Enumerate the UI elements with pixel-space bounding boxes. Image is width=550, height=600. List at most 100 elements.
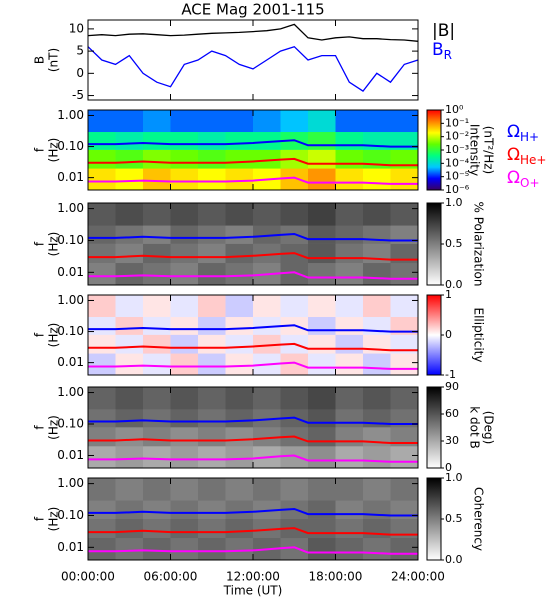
- spectrogram-cell: [170, 316, 199, 335]
- gyrofrequency-line: [88, 546, 418, 555]
- spectrogram-cell: [143, 408, 171, 428]
- spectrogram-cell: [253, 518, 281, 539]
- spectrogram-cell: [115, 387, 144, 410]
- y-axis-label: f: [33, 516, 47, 521]
- spectrogram-cell: [115, 131, 144, 150]
- y-tick-label: 1.00: [57, 108, 84, 122]
- spectrogram-cell: [115, 295, 144, 318]
- spectrogram-cell: [253, 149, 281, 169]
- colorbar-tick-label: 1: [445, 288, 452, 301]
- spectrogram-cell: [335, 446, 364, 469]
- spectrogram-cell: [198, 168, 226, 191]
- spectrogram-cell: [390, 168, 419, 191]
- spectrogram-cell: [280, 110, 309, 133]
- spectrogram-cell: [308, 203, 336, 226]
- colorbar-tick-label: 10⁻⁴: [445, 156, 470, 169]
- spectrogram-cell: [253, 500, 281, 519]
- colorbar-tick-label: 0.0: [445, 553, 463, 566]
- spectrogram-cell: [88, 500, 116, 519]
- spectrogram-cell: [198, 408, 226, 428]
- y-tick-label: 5: [76, 44, 84, 58]
- spectrogram-cell: [143, 243, 171, 264]
- x-tick-label: 24:00:00: [391, 570, 445, 584]
- series-line: [87, 23, 419, 42]
- spectrogram-cell: [335, 537, 364, 561]
- spectrogram-cell: [115, 427, 144, 447]
- spectrogram-cell: [390, 149, 419, 169]
- spectrogram-cell: [143, 149, 171, 169]
- spectrogram-cell: [390, 353, 419, 376]
- spectrogram-cell: [115, 500, 144, 519]
- spectrogram-cell: [170, 408, 199, 428]
- y-tick-label: 0.10: [57, 417, 84, 431]
- spectrogram-cell: [335, 518, 364, 539]
- spectrogram-cell: [280, 203, 309, 226]
- colorbar-tick-label: 10⁻⁶: [445, 183, 470, 196]
- spectrogram-cell: [143, 203, 171, 226]
- y-axis-label: (nT): [47, 48, 61, 72]
- spectrogram-cell: [170, 518, 199, 539]
- gyrofrequency-line: [88, 454, 418, 463]
- spectrogram-cell: [390, 131, 419, 150]
- spectrogram-cell: [390, 387, 419, 410]
- spectrogram-cell: [198, 225, 226, 244]
- spectrogram-cell: [335, 225, 364, 244]
- colorbar-tick-label: 30: [445, 434, 459, 447]
- colorbar-tick-label: 10⁰: [445, 103, 464, 116]
- colorbar-tick-label: 0: [445, 461, 452, 474]
- colorbar: [426, 477, 442, 561]
- spectrogram-cell: [308, 353, 336, 376]
- spectrogram-cell: [280, 478, 309, 501]
- y-axis-label: (Hz): [47, 507, 61, 532]
- legend-label: ΩHe+: [507, 145, 546, 167]
- spectrogram-cell: [170, 353, 199, 376]
- colorbar-label: % Polarization: [472, 202, 486, 287]
- gyrofrequency-line: [88, 324, 418, 333]
- legend-subscript: H+: [520, 130, 539, 144]
- spectrogram-cell: [88, 334, 116, 354]
- spectrogram-cell: [88, 427, 116, 447]
- spectrogram-cell: [280, 353, 309, 376]
- gyrofrequency-line: [88, 416, 418, 425]
- spectrogram-cell: [198, 537, 226, 561]
- spectrogram-cell: [335, 387, 364, 410]
- spectrogram-cell: [390, 537, 419, 561]
- spectrogram-cell: [225, 500, 254, 519]
- plot-frame: [87, 202, 419, 286]
- spectrogram-cell: [253, 131, 281, 150]
- spectrogram-cell: [198, 316, 226, 335]
- colorbar-tick-label: 10⁻¹: [445, 116, 469, 129]
- spectrogram-cell: [88, 387, 116, 410]
- spectrogram-cell: [115, 446, 144, 469]
- colorbar: [426, 202, 442, 286]
- spectrogram-cell: [88, 316, 116, 335]
- y-axis-label: f: [33, 425, 47, 430]
- plot-frame: [87, 294, 419, 376]
- colorbar-tick-label: 0.5: [445, 237, 463, 250]
- spectrogram-cell: [308, 387, 336, 410]
- spectrogram-cell: [88, 353, 116, 376]
- spectrogram-cell: [335, 427, 364, 447]
- colorbar-tick-label: 10⁻³: [445, 143, 469, 156]
- spectrogram-cell: [170, 262, 199, 286]
- y-tick-label: 0.10: [57, 508, 84, 522]
- spectrogram-cell: [88, 408, 116, 428]
- gyrofrequency-line: [88, 342, 418, 352]
- spectrogram-cell: [198, 131, 226, 150]
- spectrogram-cell: [115, 334, 144, 354]
- spectrogram-cell: [335, 168, 364, 191]
- colorbar-tick-label: 10⁻²: [445, 130, 469, 143]
- y-axis-label: f: [33, 332, 47, 337]
- y-tick-label: 0.10: [57, 233, 84, 247]
- spectrogram-cell: [143, 168, 171, 191]
- spectrogram-cell: [143, 387, 171, 410]
- y-axis-label: f: [33, 147, 47, 152]
- legend-subscript: He+: [520, 153, 546, 167]
- y-tick-label: 0.01: [57, 448, 84, 462]
- spectrogram-cell: [253, 225, 281, 244]
- spectrogram-cell: [225, 131, 254, 150]
- spectrogram-cell: [198, 334, 226, 354]
- spectrogram-cell: [88, 243, 116, 264]
- spectrogram-cell: [198, 149, 226, 169]
- x-tick-label: 06:00:00: [144, 570, 198, 584]
